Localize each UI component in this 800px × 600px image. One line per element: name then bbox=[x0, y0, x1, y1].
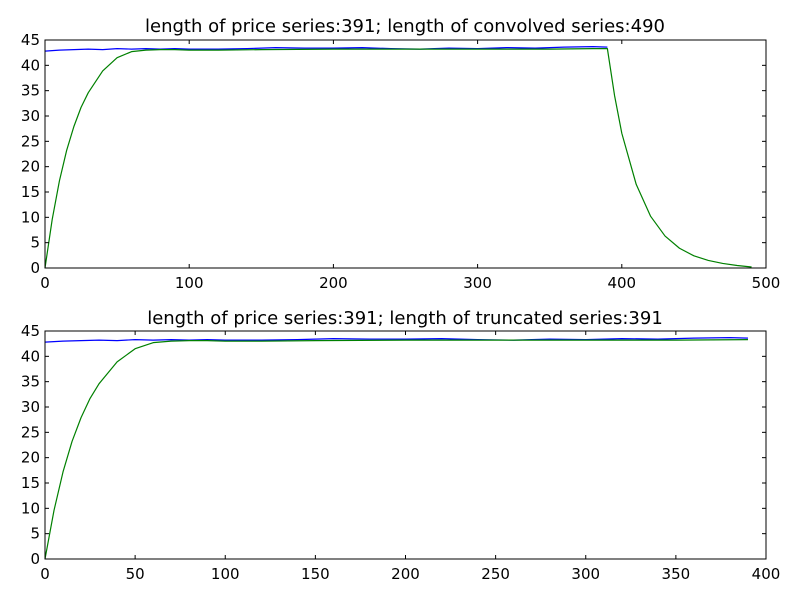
top-chart-y-tick-label: 0 bbox=[30, 259, 40, 277]
bottom-chart-y-tick-label: 15 bbox=[21, 474, 40, 492]
top-chart-axes-frame bbox=[44, 39, 767, 269]
bottom-chart-y-tick-label: 40 bbox=[21, 347, 40, 365]
top-chart-y-tick-label: 30 bbox=[21, 107, 40, 125]
top-chart-y-tick-label: 35 bbox=[21, 82, 40, 100]
bottom-chart-y-tick-label: 25 bbox=[21, 423, 40, 441]
bottom-chart-y-tick-label: 45 bbox=[21, 322, 40, 340]
bottom-chart-x-tick-label: 150 bbox=[301, 565, 330, 583]
top-chart-x-tick-label: 100 bbox=[175, 274, 204, 292]
bottom-chart-x-tick-label: 300 bbox=[571, 565, 600, 583]
bottom-chart-y-tick-label: 0 bbox=[30, 550, 40, 568]
bottom-chart-series-line-1 bbox=[44, 336, 748, 343]
bottom-chart-plot-area: 0 50 100 150 200 250 300 350 400 0 5 10 15 20 25 30 35 40… bbox=[21, 322, 780, 583]
bottom-chart-x-tick-label: 50 bbox=[126, 565, 145, 583]
top-chart-x-tick-label: 200 bbox=[319, 274, 348, 292]
top-chart-y-tick-label: 10 bbox=[21, 208, 40, 226]
bottom-chart-y-tick-label: 10 bbox=[21, 499, 40, 517]
bottom-chart-y-tick-label: 30 bbox=[21, 398, 40, 416]
top-chart-series-line-1 bbox=[44, 45, 608, 52]
top-chart-y-tick-label: 40 bbox=[21, 56, 40, 74]
bottom-chart-y-tick-label: 5 bbox=[30, 525, 40, 543]
bottom-chart-y-tick-label: 35 bbox=[21, 373, 40, 391]
bottom-chart-x-tick-label: 200 bbox=[391, 565, 420, 583]
top-chart-plot-area: 0 100 200 300 400 500 0 5 10 15 20 25 30 35 40 45 bbox=[21, 31, 780, 292]
top-chart-x-tick-label: 300 bbox=[463, 274, 492, 292]
bottom-chart-x-tick-label: 250 bbox=[481, 565, 510, 583]
bottom-chart-x-tick-label: 400 bbox=[752, 565, 781, 583]
bottom-chart-panel: length of price series:391; length of tr… bbox=[21, 308, 780, 583]
top-chart-y-tick-label: 15 bbox=[21, 183, 40, 201]
top-chart-y-tick-label: 45 bbox=[21, 31, 40, 49]
top-chart-x-tick-label: 500 bbox=[752, 274, 781, 292]
bottom-chart-x-tick-label: 100 bbox=[211, 565, 240, 583]
top-chart-x-tick-label: 400 bbox=[607, 274, 636, 292]
top-chart-y-tick-label: 5 bbox=[30, 234, 40, 252]
top-chart-x-tick-label: 0 bbox=[40, 274, 50, 292]
bottom-chart-series-line-2 bbox=[44, 339, 748, 560]
bottom-chart-x-tick-label: 0 bbox=[40, 565, 50, 583]
bottom-chart-x-tick-label: 350 bbox=[662, 565, 691, 583]
top-chart-panel: length of price series:391; length of co… bbox=[21, 16, 780, 292]
bottom-chart-y-tick-label: 20 bbox=[21, 449, 40, 467]
top-chart-series-line-2 bbox=[44, 48, 752, 269]
bottom-chart-title: length of price series:391; length of tr… bbox=[147, 308, 663, 329]
top-chart-y-tick-label: 25 bbox=[21, 132, 40, 150]
top-chart-title: length of price series:391; length of co… bbox=[145, 16, 665, 37]
top-chart-y-tick-label: 20 bbox=[21, 158, 40, 176]
